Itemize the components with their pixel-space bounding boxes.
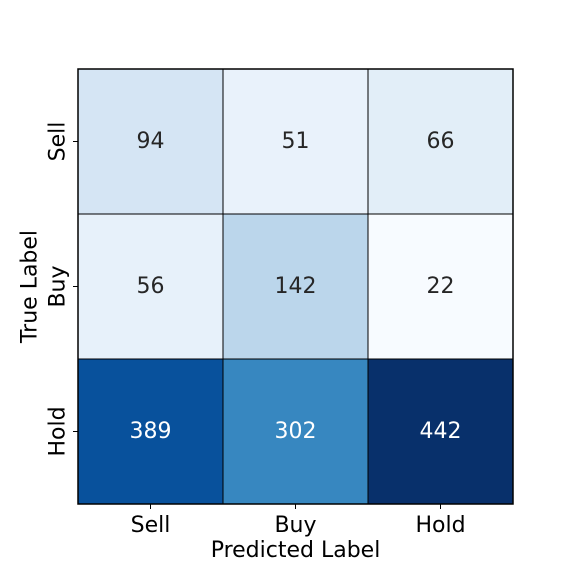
- cell-value-label: 22: [427, 274, 455, 299]
- cell-value-label: 442: [420, 419, 462, 444]
- y-tick-label: Buy: [46, 265, 71, 307]
- heatmap-cell: [367, 213, 514, 360]
- cell-value-labels: 94 51 66 56 142 22 389 302 442: [130, 129, 462, 444]
- x-tick-label: Hold: [415, 513, 465, 538]
- heatmap-cell: [77, 68, 224, 215]
- cell-value-label: 94: [137, 129, 165, 154]
- cell-value-label: 51: [282, 129, 310, 154]
- x-tick-labels: Sell Buy Hold: [131, 504, 466, 538]
- y-tick-label: Hold: [46, 406, 71, 456]
- x-tick-label: Buy: [274, 513, 316, 538]
- cell-value-label: 302: [275, 419, 317, 444]
- heatmap-cells: [77, 68, 514, 505]
- x-tick-label: Sell: [131, 513, 171, 538]
- x-axis-label: Predicted Label: [211, 538, 381, 563]
- heatmap-cell: [222, 68, 369, 215]
- cell-value-label: 66: [427, 129, 455, 154]
- heatmap-cell: [77, 213, 224, 360]
- y-tick-label: Sell: [46, 122, 71, 162]
- cell-value-label: 142: [275, 274, 317, 299]
- heatmap-cell: [222, 213, 369, 360]
- heatmap-cell: [222, 358, 369, 505]
- cell-value-label: 56: [137, 274, 165, 299]
- y-tick-labels: Sell Buy Hold: [46, 122, 78, 457]
- heatmap-cell: [77, 358, 224, 505]
- y-axis-label: True Label: [18, 230, 43, 344]
- cell-value-label: 389: [130, 419, 172, 444]
